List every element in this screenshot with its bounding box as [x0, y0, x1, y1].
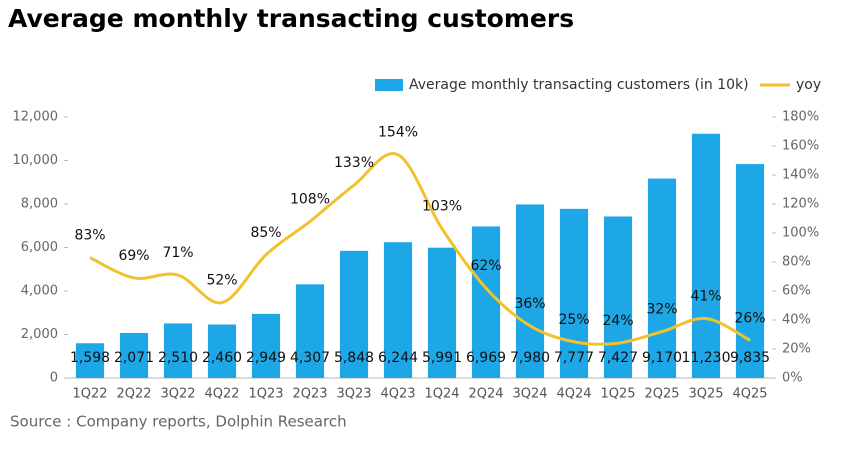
- yoy-value-label: 71%: [162, 245, 193, 261]
- y-tick-label: 10,000: [13, 153, 59, 168]
- y2-tick-label: 180%: [782, 110, 819, 125]
- y-tick-label: 0: [50, 371, 58, 386]
- bar: [383, 242, 413, 378]
- yoy-value-label: 32%: [646, 302, 677, 318]
- bar: [163, 323, 193, 378]
- bar-value-label: 6,244: [378, 350, 418, 366]
- yoy-value-label: 41%: [690, 289, 721, 305]
- bar: [647, 178, 677, 378]
- y-tick-label: 8,000: [21, 197, 58, 212]
- bar: [339, 250, 369, 378]
- bar-value-label: 7,980: [510, 350, 550, 366]
- bar-value-label: 2,510: [158, 350, 198, 366]
- y2-tick-label: 0%: [782, 371, 803, 386]
- yoy-value-label: 103%: [422, 199, 462, 215]
- yoy-value-label: 83%: [74, 228, 105, 244]
- y2-tick-label: 120%: [782, 197, 819, 212]
- y2-tick-label: 100%: [782, 226, 819, 241]
- bar-value-label: 5,848: [334, 350, 374, 366]
- bar-value-label: 4,307: [290, 350, 330, 366]
- y2-tick-label: 80%: [782, 255, 811, 270]
- y2-tick-label: 60%: [782, 284, 811, 299]
- x-tick-label: 4Q25: [732, 387, 767, 402]
- yoy-value-label: 133%: [334, 155, 374, 171]
- bar-value-label: 2,071: [114, 350, 154, 366]
- x-tick-label: 2Q24: [468, 387, 503, 402]
- y-tick-label: 6,000: [21, 240, 58, 255]
- yoy-value-label: 69%: [118, 248, 149, 264]
- x-tick-label: 1Q22: [72, 387, 107, 402]
- x-tick-label: 1Q23: [248, 387, 283, 402]
- x-tick-label: 4Q22: [204, 387, 239, 402]
- bar-value-label: 5,991: [422, 350, 462, 366]
- bar: [427, 247, 457, 378]
- legend-label: Average monthly transacting customers (i…: [409, 77, 749, 93]
- source-note: Source : Company reports, Dolphin Resear…: [10, 413, 347, 431]
- bar: [207, 324, 237, 378]
- yoy-value-label: 85%: [250, 225, 281, 241]
- x-tick-label: 3Q25: [688, 387, 723, 402]
- bar-value-label: 2,460: [202, 350, 242, 366]
- bar: [691, 133, 721, 378]
- x-tick-label: 3Q22: [160, 387, 195, 402]
- yoy-value-label: 62%: [470, 258, 501, 274]
- y2-tick-label: 160%: [782, 139, 819, 154]
- bar-value-label: 7,427: [598, 350, 638, 366]
- yoy-value-label: 154%: [378, 125, 418, 141]
- yoy-value-label: 36%: [514, 296, 545, 312]
- y-tick-label: 4,000: [21, 284, 58, 299]
- bar-value-label: 2,949: [246, 350, 286, 366]
- bar-value-label: 9,835: [730, 350, 770, 366]
- legend-swatch: [375, 79, 403, 91]
- x-tick-label: 1Q24: [424, 387, 459, 402]
- bar-value-label: 6,969: [466, 350, 506, 366]
- bar-value-label: 7,777: [554, 350, 594, 366]
- yoy-value-label: 108%: [290, 191, 330, 207]
- bar: [295, 284, 325, 378]
- bar-value-label: 1,598: [70, 350, 110, 366]
- x-tick-label: 2Q25: [644, 387, 679, 402]
- x-tick-label: 3Q23: [336, 387, 371, 402]
- x-tick-label: 4Q24: [556, 387, 591, 402]
- x-tick-label: 1Q25: [600, 387, 635, 402]
- yoy-value-label: 25%: [558, 312, 589, 328]
- yoy-value-label: 24%: [602, 313, 633, 329]
- y-tick-label: 2,000: [21, 327, 58, 342]
- bar: [251, 313, 281, 378]
- y-tick-label: 12,000: [13, 110, 59, 125]
- yoy-line: [89, 151, 751, 346]
- bar: [515, 204, 545, 378]
- bar: [735, 164, 765, 378]
- yoy-value-label: 26%: [734, 310, 765, 326]
- y2-tick-label: 40%: [782, 313, 811, 328]
- bar-value-label: 11,230: [682, 350, 731, 366]
- bar: [603, 216, 633, 378]
- y2-tick-label: 140%: [782, 168, 819, 183]
- bar-value-label: 9,170: [642, 350, 682, 366]
- x-tick-label: 2Q22: [116, 387, 151, 402]
- x-tick-label: 4Q23: [380, 387, 415, 402]
- bar: [75, 343, 105, 378]
- x-tick-label: 3Q24: [512, 387, 547, 402]
- y2-tick-label: 20%: [782, 342, 811, 357]
- bar: [471, 226, 501, 378]
- yoy-value-label: 52%: [206, 273, 237, 289]
- chart-title: Average monthly transacting customers: [8, 4, 574, 33]
- legend-label: yoy: [796, 77, 821, 93]
- x-tick-label: 2Q23: [292, 387, 327, 402]
- bar: [559, 208, 589, 378]
- bar: [119, 332, 149, 378]
